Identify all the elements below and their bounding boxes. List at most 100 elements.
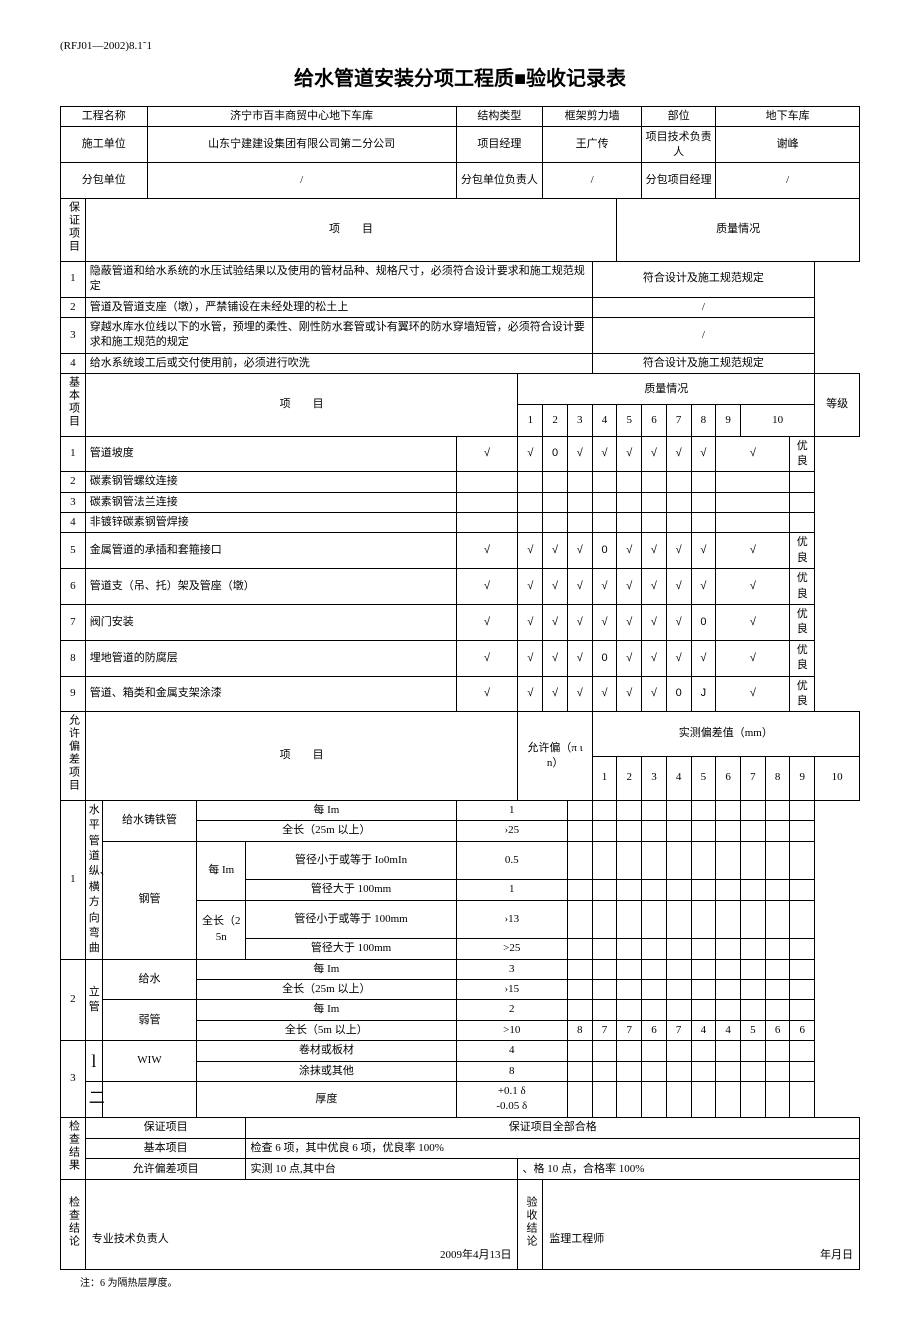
mark-cell: √ [543,569,568,605]
guarantee-row: 4 给水系统竣工后或交付使用前，必须进行吹洗 符合设计及施工规范规定 [61,353,860,373]
basic-row: 8埋地管道的防腐层√√√√0√√√√√优良 [61,640,860,676]
tol-val [741,821,766,841]
tol-val [691,1082,716,1118]
row-item: 给水系统竣工后或交付使用前，必须进行吹洗 [85,353,592,373]
location-label: 部位 [642,107,716,127]
tol-val [666,800,691,820]
mark-cell: 0 [592,533,617,569]
tol-val: 7 [666,1020,691,1040]
page-title: 给水管道安装分项工程质■验收记录表 [60,62,860,91]
mark-cell: √ [543,533,568,569]
mark-cell: √ [617,436,642,472]
mark-cell: √ [617,640,642,676]
tol-cond: 全长（5m 以上） [197,1020,457,1040]
tol-val [592,800,617,820]
basic-col-num: 1 [518,405,543,436]
mark-cell [592,492,617,512]
tol-val [691,959,716,979]
tol-val [617,800,642,820]
project-name: 济宁市百丰商贸中心地下车库 [147,107,456,127]
tol-val [642,980,667,1000]
tol-val [765,880,790,900]
row-quality: / [592,317,815,353]
mark-cell: 0 [543,436,568,472]
row-item: 穿越水库水位线以下的水管，预埋的柔性、刚性防水套管或讣有翼环的防水穿墙短管，必须… [85,317,592,353]
row-num: 4 [61,513,86,533]
tol-val [716,821,741,841]
tol-val [617,980,642,1000]
tol-val [666,1082,691,1118]
tol-allow: ›25 [456,821,567,841]
tol-val [567,1061,592,1081]
tol-row: 2 立管 给水 每 Im 3 [61,959,860,979]
tol-col-num: 8 [765,756,790,800]
tol-g2-label: 立管 [85,959,102,1041]
mark-cell [666,492,691,512]
tol-val [666,821,691,841]
row-num: 5 [61,533,86,569]
tol-val [716,959,741,979]
mark-cell: √ [691,533,716,569]
tol-val [642,959,667,979]
conclusion-left: 专业技术负责人 2009年4月13日 [85,1180,518,1270]
tol-val [765,1041,790,1061]
mark-cell: √ [666,605,691,641]
mark-cell: √ [567,533,592,569]
tol-val [741,841,766,880]
location: 地下车库 [716,107,860,127]
tol-col-num: 3 [642,756,667,800]
mark-cell [543,492,568,512]
tol-val [790,1082,815,1118]
mark-cell: √ [716,640,790,676]
mark-cell: √ [666,533,691,569]
mark-cell: √ [592,436,617,472]
mark-cell: √ [567,640,592,676]
tol-val [716,939,741,959]
mark-cell: √ [592,676,617,712]
tol-val [592,1061,617,1081]
mark-cell [592,513,617,533]
tol-g2b-label: 弱管 [103,1000,197,1041]
guarantee-item-header: 项 目 [85,199,617,261]
mark-cell [592,472,617,492]
row-grade: 优良 [790,436,815,472]
result-row1: 保证项目全部合格 [246,1117,860,1138]
tol-val [642,1061,667,1081]
mark-cell [543,513,568,533]
tol-val [642,900,667,939]
tol-val [790,959,815,979]
mark-cell: √ [691,569,716,605]
tol-allow: 0.5 [456,841,567,880]
tol-allow: >10 [456,1020,567,1040]
tol-g1b-label: 钢管 [103,841,197,959]
tol-cond: 全长（25m 以上） [197,980,457,1000]
sub-label: 分包单位 [61,163,148,199]
tol-val [741,959,766,979]
conclusion-right: 监理工程师 年月日 [543,1180,860,1270]
tol-row: 弱管 每 Im 2 [61,1000,860,1020]
mark-cell: √ [518,640,543,676]
mark-cell [456,472,518,492]
tol-col-num: 5 [691,756,716,800]
row-item: 管道坡度 [85,436,456,472]
tol-val: 5 [741,1020,766,1040]
mark-cell: √ [716,605,790,641]
code-reference: (RFJ01—2002)8.1˜1 [60,40,860,52]
tol-val [666,841,691,880]
tol-cond: 管径小于或等于 Io0mIn [246,841,456,880]
tol-val [741,1082,766,1118]
basic-row: 9管道、箱类和金属支架涂漆√√√√√√√0J√优良 [61,676,860,712]
basic-quality-header: 质量情况 [518,374,815,405]
basic-row: 6管道支（吊、托）架及管座（墩）√√√√√√√√√√优良 [61,569,860,605]
tol-g2-n: 2 [61,959,86,1041]
row-grade: 优良 [790,569,815,605]
tol-col-num: 9 [790,756,815,800]
mark-cell: √ [592,569,617,605]
info-row-3: 分包单位 / 分包单位负责人 / 分包项目经理 / [61,163,860,199]
mark-cell: √ [617,676,642,712]
tol-g1-n: 1 [61,800,86,959]
row-num: 6 [61,569,86,605]
mark-cell: √ [617,569,642,605]
tol-val [567,880,592,900]
tol-val [765,980,790,1000]
